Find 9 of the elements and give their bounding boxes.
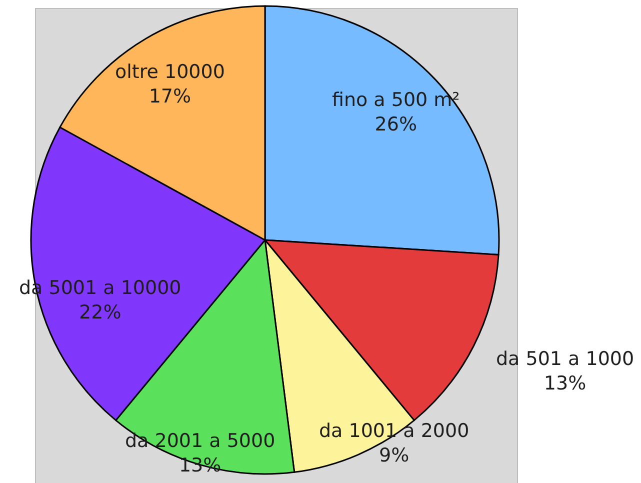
data-label: 13% [544, 372, 586, 395]
data-label: 17% [148, 86, 192, 108]
slice-label: da 501 a 1000 [496, 348, 634, 370]
data-label: 22% [79, 302, 122, 324]
data-label: 9% [379, 444, 410, 467]
slice-label: da 2001 a 5000 [125, 430, 276, 452]
slice-label: da 1001 a 2000 [319, 420, 470, 442]
data-label: 26% [374, 114, 418, 136]
slice-label: oltre 10000 [115, 61, 225, 83]
